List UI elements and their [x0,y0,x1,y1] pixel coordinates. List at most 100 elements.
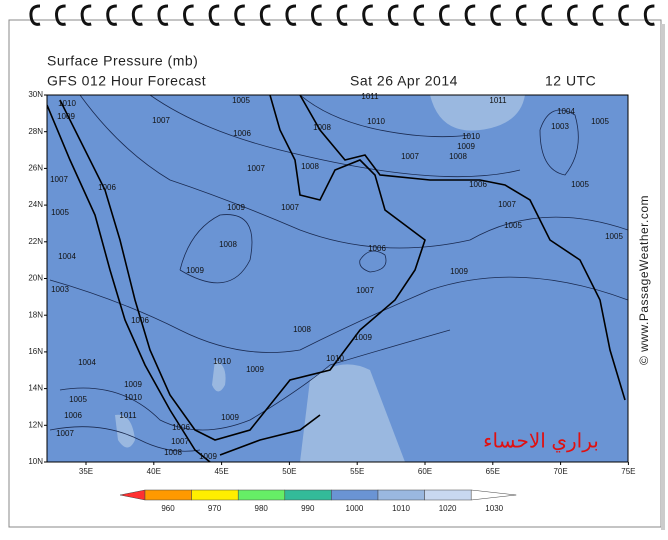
isobar-label: 1008 [164,448,182,457]
isobar-label: 1011 [119,411,137,420]
isobar-label: 1006 [233,129,251,138]
forecast-time: 12 UTC [545,73,596,89]
ring [285,4,297,26]
isobar-label: 1009 [186,266,204,275]
isobar-label: 1007 [56,429,74,438]
isobar [59,329,451,431]
colorbar-label: 1010 [392,504,410,513]
ring [29,4,41,26]
page-shadow [661,24,665,530]
colorbar-label: 970 [208,504,222,513]
lat-label: 18N [28,310,43,319]
ring [515,4,527,26]
isobar-label: 1009 [199,452,217,461]
isobar-label: 1007 [247,164,265,173]
isobar-label: 1008 [293,325,311,334]
isobar-label: 1004 [58,252,76,261]
isobar-label: 1010 [326,354,344,363]
ring [336,4,348,26]
colorbar-label: 1020 [439,504,457,513]
lat-label: 22N [28,237,43,246]
isobar-label: 1004 [557,107,575,116]
isobar [359,250,387,273]
isobar [49,426,201,452]
colorbar-high [470,489,517,501]
ring [259,4,271,26]
high-pressure-area [212,360,226,392]
ring [618,4,630,26]
lat-label: 20N [28,274,43,283]
map-title: Surface Pressure (mb) [47,53,198,69]
ring [643,4,655,26]
lon-label: 75E [621,467,635,476]
colorbar-swatch [191,489,239,501]
high-pressure-area [430,95,525,131]
ring [387,4,399,26]
isobar-label: 1010 [58,99,76,108]
lon-label: 65E [486,467,500,476]
isobar-label: 1006 [368,244,386,253]
isobar-label: 1009 [354,333,372,342]
coastline [59,95,426,441]
lon-label: 70E [553,467,567,476]
ring [362,4,374,26]
isobar-label: 1006 [131,316,149,325]
lat-label: 30N [28,90,43,99]
isobar-label: 1003 [551,122,569,131]
ring [106,4,118,26]
ring [80,4,92,26]
isobar-label: 1010 [462,132,480,141]
lon-label: 60E [418,467,432,476]
ring [234,4,246,26]
isobar [49,276,628,353]
isobar-label: 1008 [313,123,331,132]
colorbar-label: 990 [301,504,315,513]
isobar-label: 1005 [571,180,589,189]
isobar-label: 1009 [450,267,468,276]
isobar-label: 1009 [124,380,142,389]
lat-label: 16N [28,347,43,356]
isobar-label: 1007 [356,286,374,295]
isobar-label: 1009 [246,365,264,374]
isobar-label: 1008 [301,162,319,171]
high-pressure-area [115,414,135,448]
isobar-label: 1009 [221,413,239,422]
isobar-label: 1006 [98,183,116,192]
ring [464,4,476,26]
isobar-label: 1009 [227,203,245,212]
isobar-label: 1008 [449,152,467,161]
colorbar-swatch [377,489,425,501]
isobar-label: 1007 [498,200,516,209]
isobar-label: 1005 [504,221,522,230]
isobar-label: 1007 [171,437,189,446]
lat-label: 28N [28,127,43,136]
ring [592,4,604,26]
isobar-label: 1010 [367,117,385,126]
ring [413,4,425,26]
colorbar-swatch [237,489,286,501]
colorbar-label: 1000 [346,504,364,513]
isobar-label: 1005 [69,395,87,404]
isobar [539,109,579,176]
colorbar-swatch [331,489,379,501]
ring [157,4,169,26]
ring [55,4,66,26]
isobar-label: 1007 [50,175,68,184]
isobar-label: 1010 [213,357,231,366]
forecast-date: Sat 26 Apr 2014 [350,73,458,89]
isobar-label: 1009 [57,112,75,121]
lat-label: 24N [28,200,43,209]
isobar [179,214,253,284]
isobar-label: 1011 [489,96,507,105]
isobar-label: 1009 [457,142,475,151]
isobar-label: 1005 [605,232,623,241]
isobar [299,95,471,138]
caption: براري الاحساء [483,430,599,452]
colorbar-swatch [424,489,472,501]
lat-label: 14N [28,384,43,393]
lon-label: 55E [350,467,364,476]
lat-label: 26N [28,164,43,173]
isobar-label: 1005 [232,96,250,105]
coastline [299,95,626,401]
map [47,95,628,462]
